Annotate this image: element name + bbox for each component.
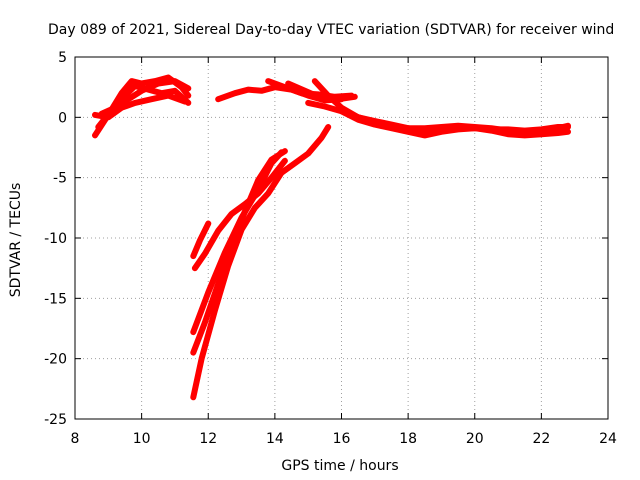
- x-tick-label: 16: [333, 431, 351, 447]
- x-tick-label: 20: [466, 431, 484, 447]
- y-tick-label: -20: [44, 352, 67, 368]
- x-axis-ticks: 8 10 12 14 16 18 20 22 24: [71, 57, 617, 447]
- y-tick-label: -15: [44, 291, 67, 307]
- y-tick-label: 5: [58, 50, 67, 66]
- series-arc-14: [191, 157, 288, 272]
- y-axis-label: SDTVAR / TECUs: [8, 183, 24, 298]
- chart-title: Day 089 of 2021, Sidereal Day-to-day VTE…: [48, 22, 614, 38]
- series-arc-7: [285, 80, 358, 103]
- y-tick-label: -10: [44, 231, 67, 247]
- x-tick-label: 18: [399, 431, 417, 447]
- x-tick-label: 8: [71, 431, 80, 447]
- plot-frame: [74, 56, 609, 420]
- data-series: [92, 74, 571, 401]
- x-tick-label: 12: [199, 431, 217, 447]
- y-tick-label: 0: [58, 110, 67, 126]
- y-axis-ticks: 5 0 -5 -10 -15 -20 -25: [44, 50, 608, 428]
- y-tick-label: -25: [44, 412, 67, 428]
- x-tick-label: 24: [599, 431, 617, 447]
- x-tick-label: 10: [133, 431, 151, 447]
- series-arc-4: [98, 78, 192, 117]
- x-tick-label: 22: [532, 431, 550, 447]
- series-arc-13: [190, 149, 285, 336]
- x-axis-label: GPS time / hours: [281, 458, 398, 474]
- series-arc-3: [92, 92, 188, 121]
- series-arc-15: [190, 220, 212, 260]
- x-tick-label: 14: [266, 431, 284, 447]
- series-arc-8: [311, 78, 571, 134]
- gridlines: [75, 57, 608, 419]
- series-arc-10: [338, 107, 571, 135]
- series-arc-11: [190, 124, 332, 401]
- y-tick-label: -5: [53, 171, 67, 187]
